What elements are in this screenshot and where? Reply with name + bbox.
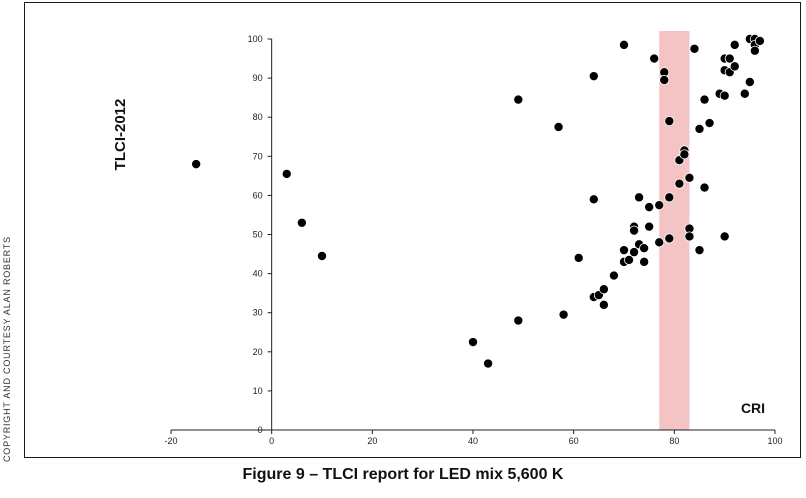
data-point xyxy=(513,94,524,105)
y-tick-label: 0 xyxy=(258,425,263,435)
x-tick-label: 60 xyxy=(569,436,579,446)
data-point xyxy=(553,121,564,132)
data-point xyxy=(598,299,609,310)
data-point xyxy=(729,39,740,50)
data-point xyxy=(704,118,715,129)
data-point xyxy=(654,237,665,248)
data-point xyxy=(588,194,599,205)
data-point xyxy=(629,225,640,236)
y-tick-label: 30 xyxy=(253,308,263,318)
data-point xyxy=(191,159,202,170)
figure-caption: Figure 9 – TLCI report for LED mix 5,600… xyxy=(242,466,564,483)
data-point xyxy=(598,284,609,295)
data-point xyxy=(724,53,735,64)
data-point xyxy=(573,252,584,263)
x-tick-label: 0 xyxy=(269,436,274,446)
x-tick-label: 20 xyxy=(367,436,377,446)
y-axis-title: TLCI-2012 xyxy=(112,99,129,171)
data-point xyxy=(513,315,524,326)
y-tick-label: 90 xyxy=(253,73,263,83)
data-point xyxy=(699,94,710,105)
data-point xyxy=(679,149,690,160)
scatter-plot: 0 10 20 30 40 50 60 70 80 90 100 -20 0 20 40 60 80 100 TL… xyxy=(112,31,783,446)
data-point xyxy=(644,202,655,213)
y-tick-label: 70 xyxy=(253,151,263,161)
data-point xyxy=(467,337,478,348)
data-point xyxy=(684,231,695,242)
data-point xyxy=(619,245,630,256)
data-point xyxy=(644,221,655,232)
chart-frame: 0 10 20 30 40 50 60 70 80 90 100 -20 0 20 40 60 80 100 TL… xyxy=(24,2,801,458)
data-point xyxy=(654,200,665,211)
data-point xyxy=(608,270,619,281)
data-point xyxy=(634,192,645,203)
x-tick-label: -20 xyxy=(164,436,177,446)
data-point xyxy=(744,77,755,88)
data-point xyxy=(729,61,740,72)
data-point xyxy=(664,192,675,203)
data-point xyxy=(749,45,760,56)
data-point xyxy=(649,53,660,64)
data-point xyxy=(754,35,765,46)
data-point xyxy=(699,182,710,193)
x-tick-label: 40 xyxy=(468,436,478,446)
data-point xyxy=(674,178,685,189)
y-tick-label: 80 xyxy=(253,112,263,122)
data-point xyxy=(694,123,705,134)
data-point xyxy=(558,309,569,320)
data-point xyxy=(659,75,670,86)
data-point xyxy=(588,71,599,82)
data-point xyxy=(296,217,307,228)
data-point xyxy=(619,39,630,50)
data-point xyxy=(689,43,700,54)
y-tick-label: 100 xyxy=(248,34,263,44)
data-point xyxy=(639,256,650,267)
data-point xyxy=(316,251,327,262)
highlight-band xyxy=(659,31,690,430)
y-tick-label: 10 xyxy=(253,386,263,396)
data-point xyxy=(694,245,705,256)
data-point xyxy=(719,90,730,101)
y-tick-label: 60 xyxy=(253,190,263,200)
data-point xyxy=(483,358,494,369)
data-point xyxy=(624,254,635,265)
copyright-credit: COPYRIGHT AND COURTESY ALAN ROBERTS xyxy=(2,236,12,462)
data-point xyxy=(629,247,640,258)
x-tick-label: 80 xyxy=(669,436,679,446)
data-point xyxy=(684,172,695,183)
x-axis-title: CRI xyxy=(741,400,765,416)
y-tick-label: 40 xyxy=(253,269,263,279)
x-tick-label: 100 xyxy=(767,436,782,446)
y-tick-label: 50 xyxy=(253,230,263,240)
data-point xyxy=(719,231,730,242)
data-point xyxy=(664,233,675,244)
data-point xyxy=(664,116,675,127)
y-tick-label: 20 xyxy=(253,347,263,357)
data-point xyxy=(281,168,292,179)
data-point xyxy=(639,243,650,254)
data-point xyxy=(739,88,750,99)
